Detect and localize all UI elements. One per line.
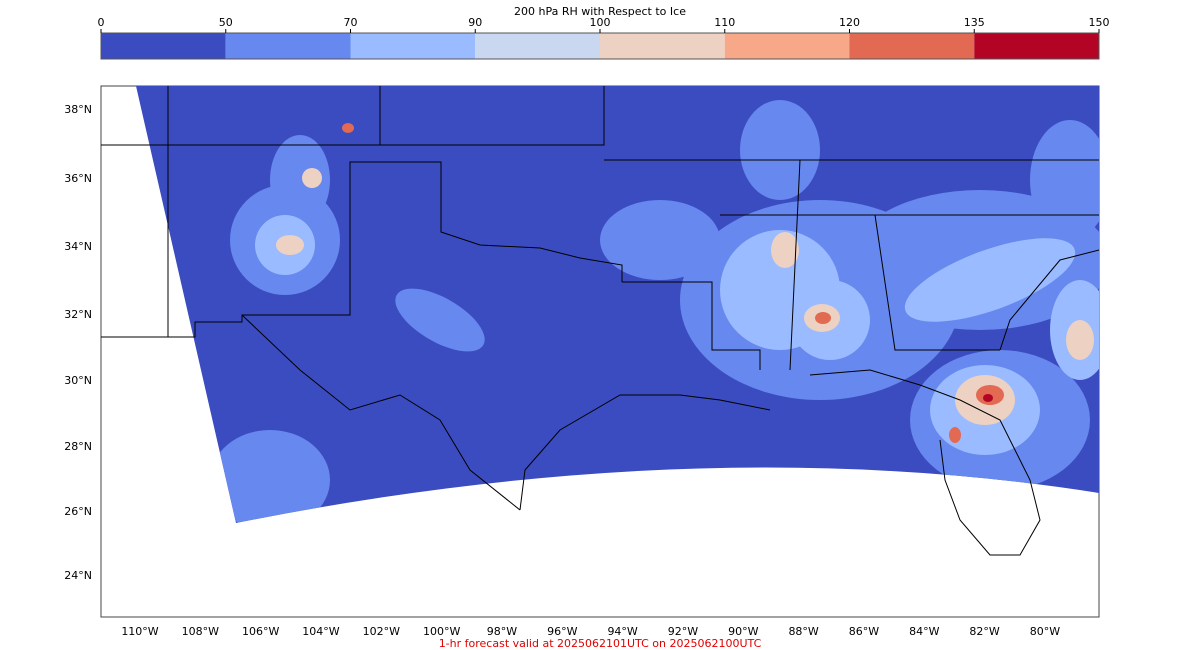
colorbar: 0 50 70 90 100 110 120 135 150 [98, 16, 1110, 60]
colorbar-tick-label: 150 [1089, 16, 1110, 29]
lon-label: 106°W [242, 625, 279, 638]
borders [101, 86, 1100, 556]
colorbar-tick-label: 0 [98, 16, 105, 29]
lon-label: 98°W [487, 625, 517, 638]
lon-label: 82°W [969, 625, 999, 638]
rh-field [136, 86, 1099, 523]
lon-label: 86°W [849, 625, 879, 638]
colorbar-tick-label: 110 [714, 16, 735, 29]
colorbar-segment [724, 33, 850, 59]
lat-label: 30°N [64, 374, 92, 387]
colorbar-tick-label: 90 [468, 16, 482, 29]
lat-label: 38°N [64, 103, 92, 116]
lat-label: 34°N [64, 240, 92, 253]
colorbar-segment [974, 33, 1099, 59]
lon-labels: 110°W 108°W 106°W 104°W 102°W 100°W 98°W 96°W 94… [121, 625, 1060, 638]
lat-label: 28°N [64, 440, 92, 453]
colorbar-segment [475, 33, 600, 59]
colorbar-segment [101, 33, 226, 59]
lon-label: 94°W [607, 625, 637, 638]
lon-label: 84°W [909, 625, 939, 638]
lon-label: 96°W [547, 625, 577, 638]
colorbar-segment [225, 33, 351, 59]
lon-label: 102°W [363, 625, 400, 638]
lon-label: 108°W [182, 625, 219, 638]
colorbar-segment [849, 33, 975, 59]
lon-label: 104°W [302, 625, 339, 638]
colorbar-tick-label: 70 [344, 16, 358, 29]
lon-label: 100°W [423, 625, 460, 638]
lon-label: 90°W [728, 625, 758, 638]
colorbar-tick-label: 135 [964, 16, 985, 29]
lat-label: 32°N [64, 308, 92, 321]
lat-labels: 38°N 36°N 34°N 32°N 30°N 28°N 26°N 24°N [64, 103, 92, 582]
colorbar-segment [600, 33, 725, 59]
lon-label: 88°W [788, 625, 818, 638]
colorbar-tick-label: 120 [839, 16, 860, 29]
lat-label: 26°N [64, 505, 92, 518]
lat-label: 24°N [64, 569, 92, 582]
footer: 1-hr forecast valid at 2025062101UTC on … [439, 637, 762, 650]
lat-label: 36°N [64, 172, 92, 185]
colorbar-segment [350, 33, 476, 59]
colorbar-title: 200 hPa RH with Respect to Ice [514, 5, 686, 18]
lon-label: 92°W [668, 625, 698, 638]
colorbar-tick-label: 100 [590, 16, 611, 29]
lon-label: 110°W [121, 625, 158, 638]
colorbar-tick-label: 50 [219, 16, 233, 29]
lon-label: 80°W [1030, 625, 1060, 638]
